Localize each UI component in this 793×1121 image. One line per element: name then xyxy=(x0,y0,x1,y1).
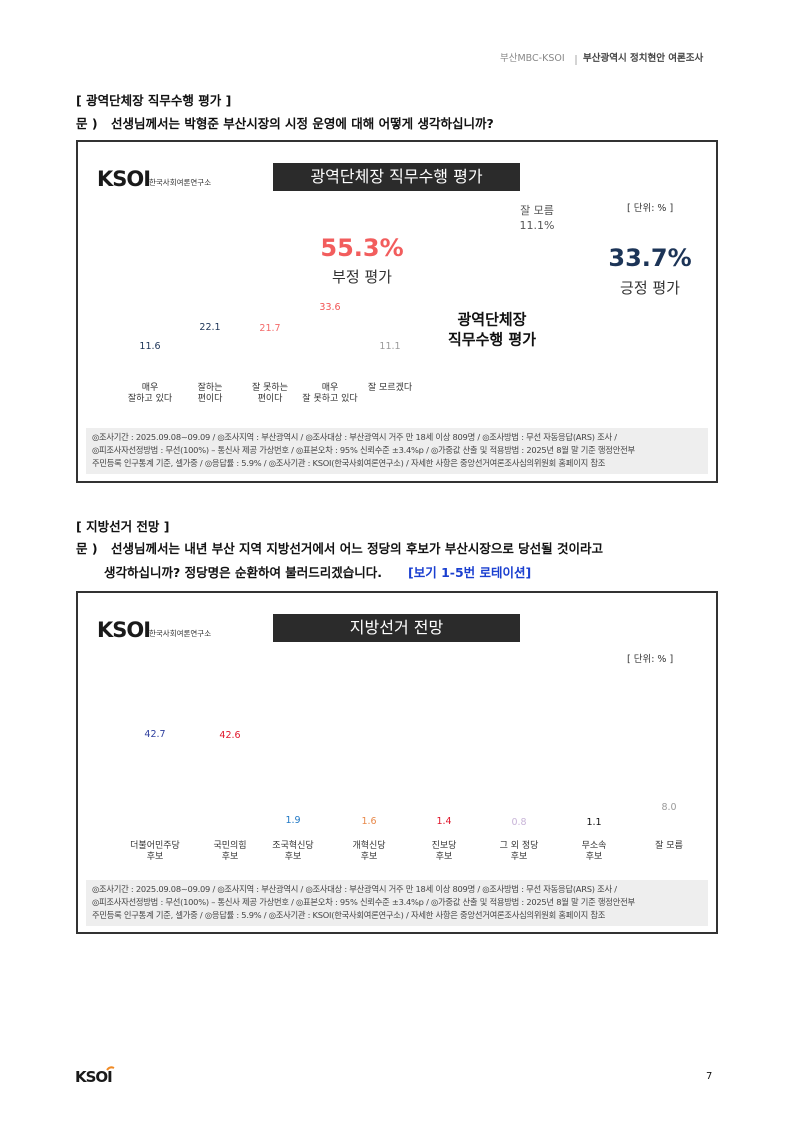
value-label: 42.6 xyxy=(219,729,241,741)
logo: KSOI xyxy=(97,167,151,191)
chart-panel xyxy=(76,591,718,934)
question: 선생님께서는 박형준 부산시장의 시정 운영에 대해 어떻게 생각하십니까? xyxy=(111,116,494,131)
value-label: 33.7% xyxy=(608,244,692,272)
category-label: 부정 평가 xyxy=(332,268,392,286)
category-label: 잘 모름 xyxy=(655,841,683,851)
logo-accent xyxy=(106,1066,115,1071)
category-label: 잘하는 편이다 xyxy=(197,383,223,405)
question: 선생님께서는 내년 부산 지역 지방선거에서 어느 정당의 후보가 부산시장으로… xyxy=(111,541,604,556)
unit: [ 단위: % ] xyxy=(627,654,674,665)
category-label: 잘 모르겠다 xyxy=(367,383,413,393)
value-label: 21.7 xyxy=(259,322,281,334)
value-label: 11.6 xyxy=(139,340,161,352)
survey-notes: ◎조사기간 : 2025.09.08~09.09 / ◎조사지역 : 부산광역시… xyxy=(86,880,708,926)
page-number: 7 xyxy=(706,1071,713,1082)
value-label: 22.1 xyxy=(199,322,221,334)
logo: KSOI xyxy=(97,618,151,642)
header-source: 부산MBC-KSOI xyxy=(500,53,565,64)
question-note: [보기 1-5번 로테이션] xyxy=(408,565,532,580)
category-label: 긍정 평가 xyxy=(620,279,680,297)
category-label: 국민의힘 후보 xyxy=(213,841,247,863)
category-label: 매우 잘하고 있다 xyxy=(127,383,173,405)
value-label: 11.1 xyxy=(379,341,401,353)
note-line: 주민등록 인구통계 기준, 셀가중 / ◎응답률 : 5.9% / ◎조사기관 … xyxy=(92,458,606,468)
value-label: 1.9 xyxy=(285,815,301,826)
value-label: 8.0 xyxy=(661,802,677,814)
question-label: 문 ) xyxy=(76,541,98,556)
category-label: 진보당 후보 xyxy=(431,841,457,863)
category-label: 잘 못하는 편이다 xyxy=(252,383,288,405)
category-label: 잘 모름 xyxy=(520,204,554,217)
section-heading: [ 지방선거 전망 ] xyxy=(76,519,170,534)
logo-sub: 한국사회여론연구소 xyxy=(149,178,212,187)
value-label: 1.4 xyxy=(436,816,452,828)
category-label: 더불어민주당 후보 xyxy=(130,841,180,863)
category-label: 그 외 정당 후보 xyxy=(499,841,539,863)
panel-title: 광역단체장 직무수행 평가 xyxy=(273,163,520,191)
chart-panel xyxy=(76,140,718,483)
note-line: ◎피조사자선정방법 : 무선(100%) – 통신사 제공 가상번호 / ◎표본… xyxy=(92,897,635,907)
category-label: 개혁신당 후보 xyxy=(352,841,386,863)
survey-notes: ◎조사기간 : 2025.09.08~09.09 / ◎조사지역 : 부산광역시… xyxy=(86,428,708,474)
category-label: 무소속 후보 xyxy=(581,841,607,863)
question-label: 문 ) xyxy=(76,116,98,131)
value-label: 1.6 xyxy=(361,815,377,827)
logo-sub: 한국사회여론연구소 xyxy=(149,629,212,638)
note-line: ◎조사기간 : 2025.09.08~09.09 / ◎조사지역 : 부산광역시… xyxy=(92,884,617,894)
value-label: 33.6 xyxy=(319,301,341,313)
footer-logo: KSOI xyxy=(75,1068,113,1086)
category-label: 조국혁신당 후보 xyxy=(272,841,314,863)
header-title: 부산광역시 정치현안 여론조사 xyxy=(583,53,704,64)
panel-title: 지방선거 전망 xyxy=(273,614,520,642)
note-line: ◎조사기간 : 2025.09.08~09.09 / ◎조사지역 : 부산광역시… xyxy=(92,432,617,442)
note-line: ◎피조사자선정방법 : 무선(100%) – 통신사 제공 가상번호 / ◎표본… xyxy=(92,445,635,455)
value-label: 11.1% xyxy=(519,219,555,232)
question: 생각하십니까? 정당명은 순환하여 불러드리겠습니다. xyxy=(104,565,383,580)
section-heading: [ 광역단체장 직무수행 평가 ] xyxy=(76,93,232,108)
category-label: 매우 잘 못하고 있다 xyxy=(302,383,358,405)
donut-center-label: 광역단체장 직무수행 평가 xyxy=(447,310,537,349)
unit: [ 단위: % ] xyxy=(627,203,674,214)
value-label: 55.3% xyxy=(320,234,404,262)
note-line: 주민등록 인구통계 기준, 셀가중 / ◎응답률 : 5.9% / ◎조사기관 … xyxy=(92,910,606,920)
value-label: 0.8 xyxy=(511,817,527,829)
value-label: 1.1 xyxy=(586,816,602,828)
value-label: 42.7 xyxy=(144,729,166,741)
